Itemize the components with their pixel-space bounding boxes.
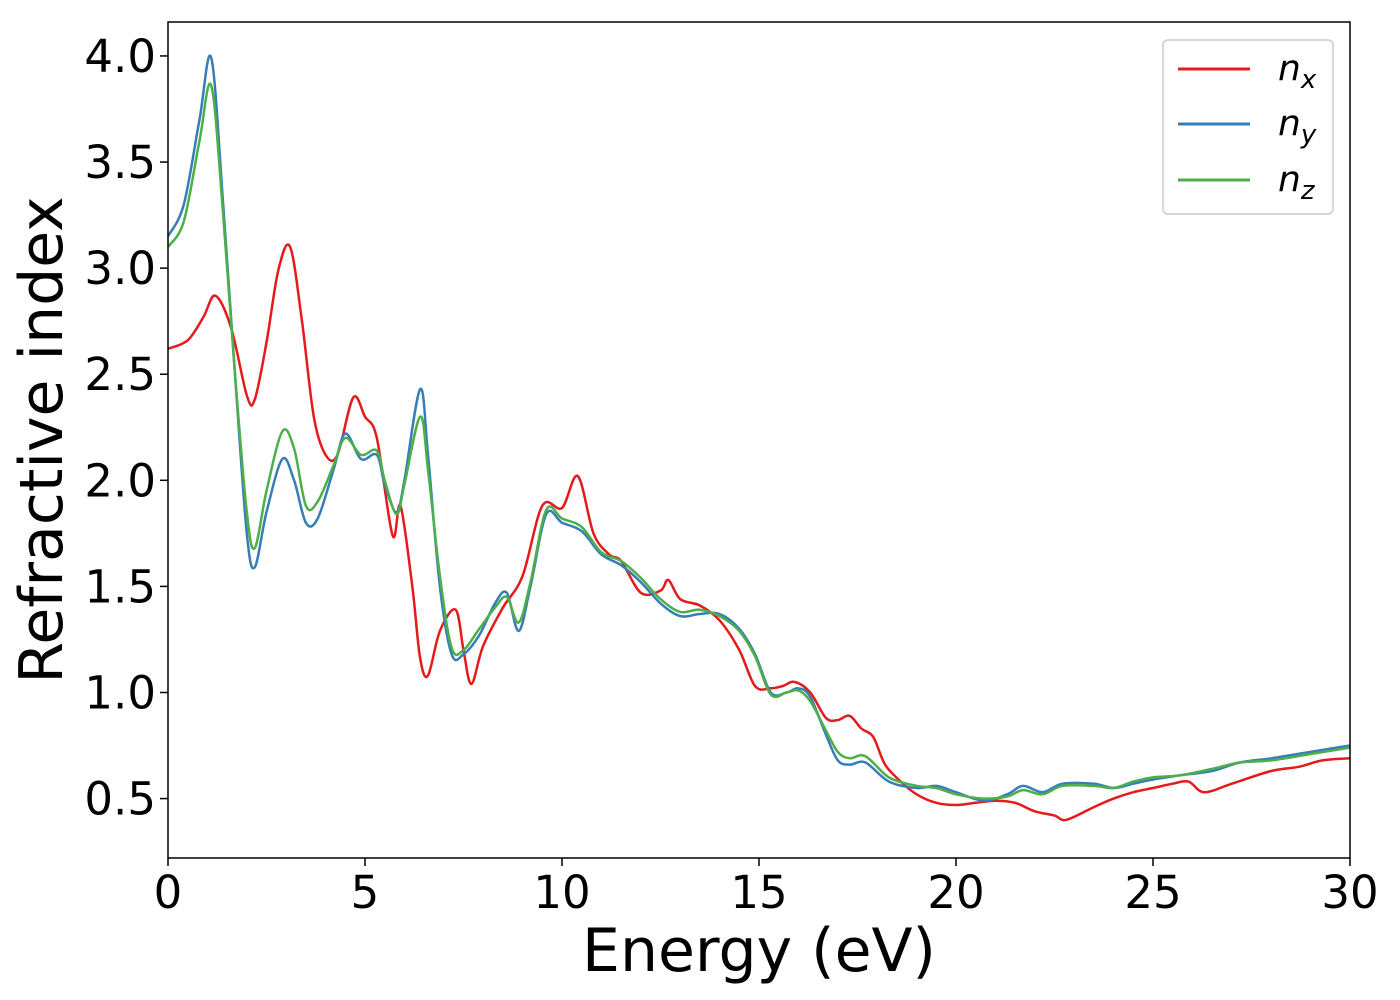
- legend-label-n-y: ny: [1278, 103, 1317, 150]
- series-line-n-z: [166, 82, 1351, 800]
- y-tick-label: 0.5: [84, 773, 156, 826]
- x-axis-ticks: 0 5 10 15 20 25 30: [154, 858, 1379, 919]
- legend-label-n-x: nx: [1278, 48, 1317, 95]
- y-axis-ticks: 0.5 1.0 1.5 2.0 2.5 3.0 3.5 4.0: [84, 30, 168, 826]
- y-axis-label: Refractive index: [7, 196, 77, 683]
- series-layer: [166, 54, 1351, 822]
- x-tick-label: 30: [1321, 866, 1378, 919]
- x-axis-label: Energy (eV): [582, 916, 936, 986]
- y-tick-label: 1.0: [84, 666, 156, 719]
- y-tick-label: 1.5: [84, 560, 156, 613]
- series-line-n-x: [167, 243, 1351, 822]
- x-tick-label: 10: [533, 866, 590, 919]
- y-tick-label: 2.0: [84, 454, 156, 507]
- legend: nx ny nz: [1162, 39, 1334, 215]
- y-tick-label: 3.5: [84, 136, 156, 189]
- x-tick-label: 15: [730, 866, 787, 919]
- y-tick-label: 2.5: [84, 348, 156, 401]
- x-tick-label: 20: [927, 866, 984, 919]
- y-tick-label: 3.0: [84, 242, 156, 295]
- legend-label-n-z: nz: [1278, 159, 1316, 206]
- series-line-n-y: [166, 54, 1351, 802]
- legend-box: [1162, 39, 1334, 215]
- x-tick-label: 0: [154, 866, 183, 919]
- y-tick-label: 4.0: [84, 30, 156, 83]
- x-tick-label: 25: [1124, 866, 1181, 919]
- x-tick-label: 5: [351, 866, 380, 919]
